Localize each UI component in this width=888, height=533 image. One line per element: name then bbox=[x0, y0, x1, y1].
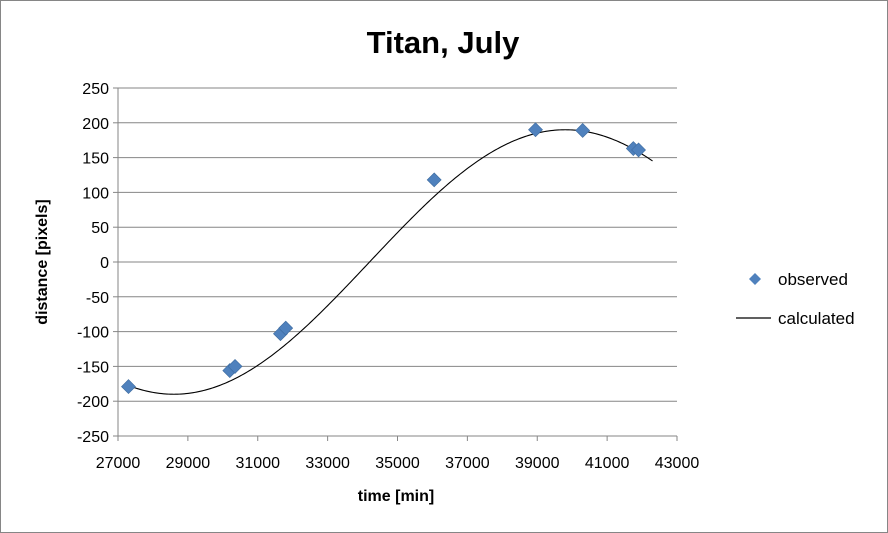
legend-label-observed: observed bbox=[778, 270, 848, 289]
point-observed-6 bbox=[528, 122, 543, 138]
point-observed-5 bbox=[426, 172, 442, 188]
point-observed-7 bbox=[575, 123, 591, 138]
x-tick-label-4: 35000 bbox=[375, 455, 420, 472]
plot-area bbox=[121, 122, 653, 395]
series-calculated-line bbox=[124, 129, 653, 395]
y-tick-label-2: -150 bbox=[77, 359, 109, 376]
gridlines bbox=[118, 87, 677, 437]
axes bbox=[113, 87, 678, 441]
x-tick-label-5: 37000 bbox=[445, 455, 490, 472]
y-axis-title: distance [pixels] bbox=[34, 199, 51, 324]
y-tick-label-6: 50 bbox=[91, 220, 109, 237]
y-tick-label-3: -100 bbox=[77, 325, 109, 342]
x-tick-label-8: 43000 bbox=[655, 455, 700, 472]
legend-marker-observed bbox=[749, 273, 761, 285]
y-tick-label-10: 250 bbox=[82, 81, 109, 98]
point-observed-9 bbox=[631, 142, 646, 158]
x-axis-title: time [min] bbox=[358, 488, 434, 505]
x-tick-label-0: 27000 bbox=[96, 455, 141, 472]
y-tick-label-0: -250 bbox=[77, 429, 109, 446]
legend-label-calculated: calculated bbox=[778, 309, 855, 328]
x-tick-label-7: 41000 bbox=[585, 455, 630, 472]
point-observed-4 bbox=[278, 320, 294, 336]
y-tick-label-7: 100 bbox=[82, 185, 109, 202]
y-tick-label-8: 150 bbox=[82, 151, 109, 168]
y-tick-label-1: -200 bbox=[77, 394, 109, 411]
legend: observed calculated bbox=[736, 270, 855, 328]
y-tick-label-4: -50 bbox=[86, 290, 109, 307]
y-tick-label-9: 200 bbox=[82, 116, 109, 133]
x-tick-label-1: 29000 bbox=[166, 455, 211, 472]
x-tick-label-2: 31000 bbox=[236, 455, 281, 472]
x-tick-label-6: 39000 bbox=[515, 455, 560, 472]
point-observed-0 bbox=[121, 379, 136, 395]
tick-labels: -250 -200 -150 -100 -50 0 50 100 150 200 250 27000 2… bbox=[77, 81, 699, 472]
chart-title: Titan, July bbox=[367, 25, 521, 60]
y-tick-label-5: 0 bbox=[100, 255, 109, 272]
x-tick-label-3: 33000 bbox=[305, 455, 350, 472]
point-observed-2 bbox=[227, 358, 243, 374]
